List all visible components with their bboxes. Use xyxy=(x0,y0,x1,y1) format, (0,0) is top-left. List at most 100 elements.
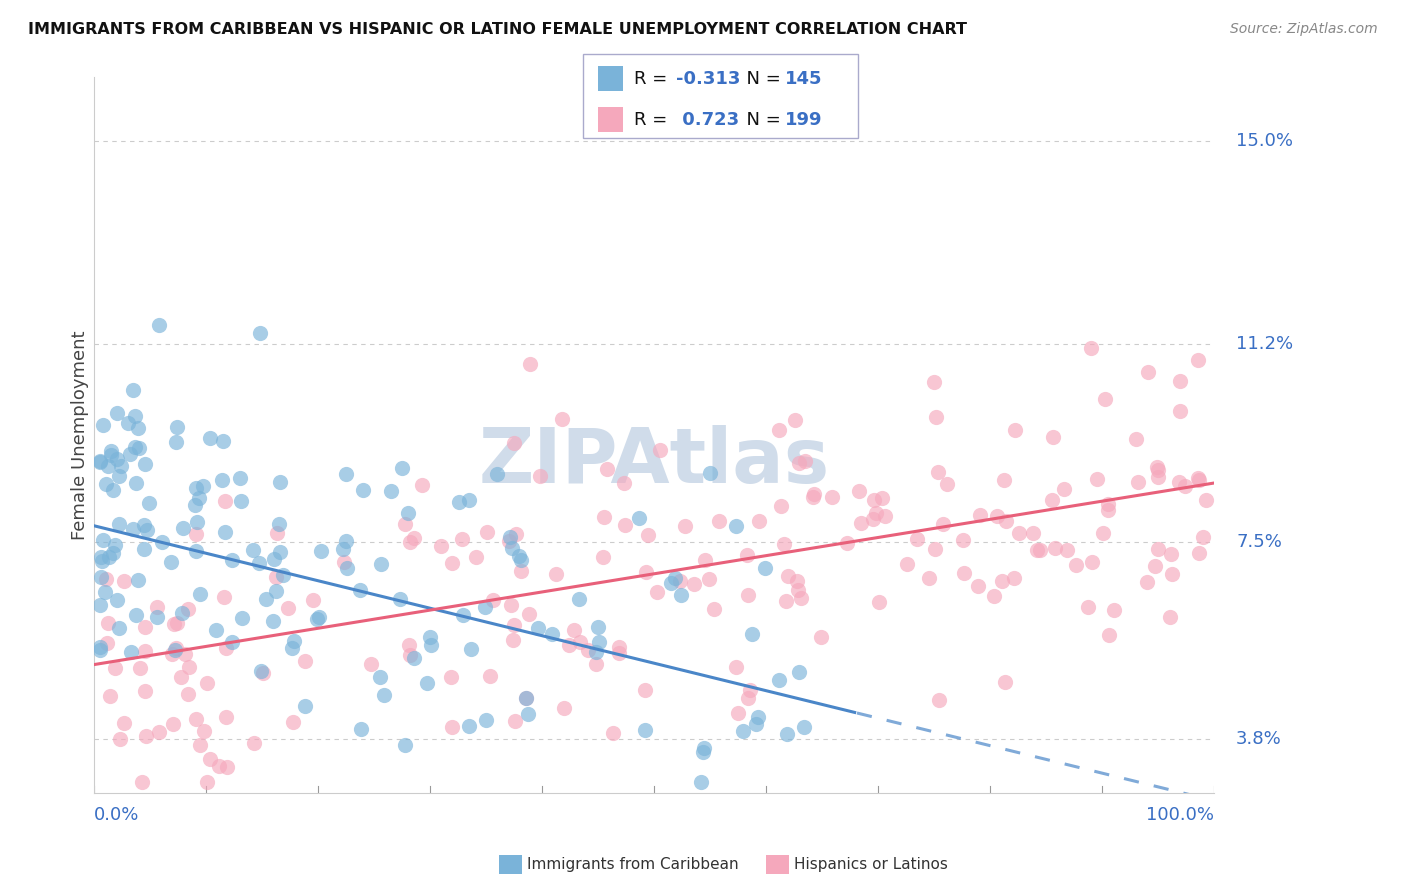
Point xyxy=(229,471,252,485)
Point xyxy=(451,608,474,623)
Point xyxy=(634,565,657,579)
Point xyxy=(673,518,696,533)
Point xyxy=(870,491,893,506)
Point xyxy=(508,549,530,563)
Point xyxy=(264,570,287,584)
Point xyxy=(775,594,797,608)
Text: R =: R = xyxy=(634,70,673,88)
Point xyxy=(134,457,156,471)
Point xyxy=(121,383,143,397)
Point xyxy=(360,657,382,672)
Point xyxy=(1097,497,1119,511)
Point xyxy=(905,532,928,546)
Text: 15.0%: 15.0% xyxy=(1236,133,1294,151)
Point xyxy=(1029,542,1052,557)
Point xyxy=(370,557,392,571)
Point xyxy=(165,640,187,655)
Text: 100.0%: 100.0% xyxy=(1146,806,1213,824)
Point xyxy=(983,589,1005,603)
Point xyxy=(294,698,316,713)
Point xyxy=(283,634,305,648)
Point xyxy=(664,571,686,585)
Point xyxy=(170,606,193,620)
Point xyxy=(747,710,769,724)
Point xyxy=(336,561,359,575)
Point xyxy=(138,496,160,510)
Point xyxy=(647,585,669,599)
Point xyxy=(103,661,125,675)
Point xyxy=(505,714,527,728)
Point xyxy=(215,710,238,724)
Point xyxy=(517,607,540,622)
Point xyxy=(108,732,131,747)
Point xyxy=(1004,423,1026,437)
Point xyxy=(741,626,763,640)
Point xyxy=(132,541,155,556)
Point xyxy=(96,636,118,650)
Point xyxy=(349,583,371,598)
Point xyxy=(1147,463,1170,477)
Point xyxy=(250,664,273,678)
Point xyxy=(132,518,155,533)
Point xyxy=(602,725,624,739)
Text: 145: 145 xyxy=(785,70,823,88)
Point xyxy=(475,713,498,727)
Point xyxy=(170,670,193,684)
Point xyxy=(186,515,208,529)
Point xyxy=(269,516,291,531)
Point xyxy=(1137,365,1160,379)
Point xyxy=(402,531,425,545)
Point xyxy=(499,599,522,613)
Point xyxy=(1188,546,1211,560)
Point xyxy=(96,572,118,586)
Point xyxy=(411,478,433,492)
Point xyxy=(402,651,425,665)
Point xyxy=(352,483,374,497)
Point xyxy=(927,465,949,479)
Point xyxy=(793,720,815,734)
Point xyxy=(90,569,112,583)
Point xyxy=(179,660,201,674)
Point xyxy=(394,517,416,532)
Point xyxy=(242,542,264,557)
Point xyxy=(165,435,187,450)
Point xyxy=(953,566,976,580)
Point xyxy=(193,479,215,493)
Point xyxy=(249,326,271,340)
Point xyxy=(614,518,637,533)
Point xyxy=(558,638,581,652)
Point xyxy=(515,690,537,705)
Point xyxy=(101,483,124,497)
Point xyxy=(254,592,277,607)
Point xyxy=(1125,432,1147,446)
Point xyxy=(725,519,748,533)
Point xyxy=(607,640,630,654)
Point xyxy=(627,510,650,524)
Point xyxy=(1025,542,1047,557)
Point xyxy=(1159,610,1181,624)
Point xyxy=(243,736,266,750)
Point xyxy=(778,569,800,583)
Point xyxy=(252,665,274,680)
Point xyxy=(212,590,235,604)
Point xyxy=(273,568,295,582)
Point xyxy=(737,691,759,706)
Point xyxy=(578,643,600,657)
Point xyxy=(990,574,1012,589)
Point xyxy=(803,487,825,501)
Point xyxy=(188,738,211,752)
Point xyxy=(398,638,420,652)
Point xyxy=(398,535,420,549)
Point xyxy=(928,692,950,706)
Point xyxy=(204,623,226,637)
Point xyxy=(1021,525,1043,540)
Point xyxy=(738,682,761,697)
Point xyxy=(105,452,128,467)
Point xyxy=(163,617,186,632)
Point xyxy=(214,493,236,508)
Point xyxy=(150,534,173,549)
Point xyxy=(748,514,770,528)
Point xyxy=(499,530,522,544)
Point xyxy=(198,752,221,766)
Point xyxy=(1040,493,1063,508)
